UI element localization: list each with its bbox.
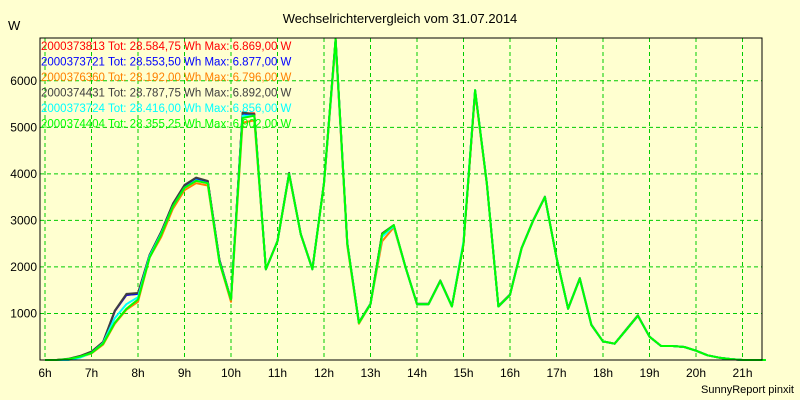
legend-entry-5: 2000374404 Tot: 28.355,25 Wh Max: 6.902,… [41, 119, 292, 131]
x-tick-label: 17h [546, 366, 566, 380]
legend-entry-2: 2000376360 Tot: 28.192,00 Wh Max: 6.796,… [41, 72, 292, 84]
series-line-5 [45, 37, 766, 361]
x-tick-label: 6h [38, 366, 51, 380]
legend-entry-0: 2000373813 Tot: 28.584,75 Wh Max: 6.869,… [41, 41, 292, 53]
legend-entry-3: 2000374431 Tot: 28.787,75 Wh Max: 6.892,… [41, 88, 292, 100]
x-tick-label: 7h [85, 366, 98, 380]
chart-title: Wechselrichtervergleich vom 31.07.2014 [282, 11, 518, 26]
y-tick-label: 3000 [10, 213, 37, 227]
x-tick-label: 18h [593, 366, 613, 380]
y-tick-label: 2000 [10, 260, 37, 274]
x-tick-label: 10h [221, 366, 241, 380]
x-tick-label: 19h [639, 366, 659, 380]
x-tick-label: 12h [314, 366, 334, 380]
legend-entry-4: 2000373724 Tot: 28.416,00 Wh Max: 6.856,… [41, 103, 292, 115]
y-tick-label: 5000 [10, 120, 37, 134]
credit-text: SunnyReport pinxit [701, 384, 794, 396]
x-tick-label: 16h [500, 366, 520, 380]
x-tick-label: 21h [732, 366, 752, 380]
plot-border [39, 37, 763, 361]
legend-entry-1: 2000373721 Tot: 28.553,50 Wh Max: 6.877,… [41, 57, 292, 69]
y-axis-label: W [8, 18, 21, 33]
x-tick-label: 9h [178, 366, 191, 380]
y-tick-label: 4000 [10, 167, 37, 181]
x-tick-label: 20h [686, 366, 706, 380]
x-tick-label: 13h [360, 366, 380, 380]
y-tick-label: 1000 [10, 306, 37, 320]
x-tick-label: 8h [131, 366, 144, 380]
x-tick-label: 15h [453, 366, 473, 380]
y-tick-label: 6000 [10, 74, 37, 88]
x-tick-label: 14h [407, 366, 427, 380]
plot-area [40, 38, 762, 360]
x-tick-label: 11h [268, 366, 287, 380]
